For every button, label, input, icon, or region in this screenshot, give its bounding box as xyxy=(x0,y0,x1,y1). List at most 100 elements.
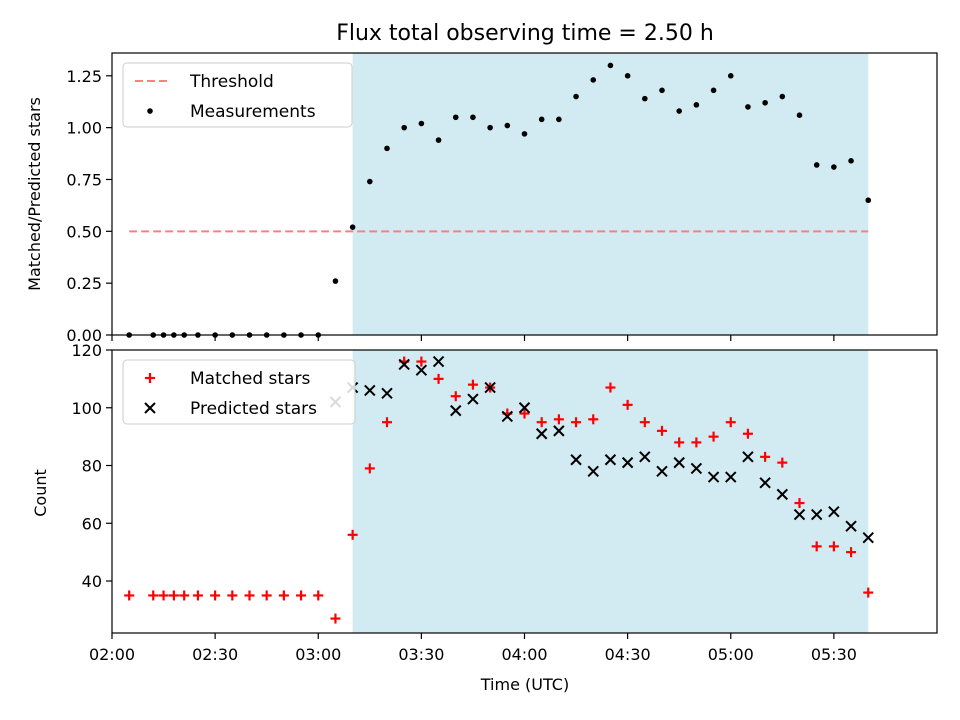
data-point xyxy=(725,471,737,483)
data-point xyxy=(760,451,771,462)
x-tick-label: 04:00 xyxy=(501,645,547,664)
bottom-y-axis-label: Count xyxy=(31,469,50,517)
data-point xyxy=(553,414,564,425)
data-point xyxy=(571,417,582,428)
data-point xyxy=(793,508,806,521)
data-point xyxy=(862,531,874,544)
y-tick-label: 100 xyxy=(71,399,102,418)
y-tick-label: 0.00 xyxy=(66,326,102,345)
observing-window-band xyxy=(352,350,869,633)
data-point xyxy=(590,77,597,83)
data-point xyxy=(848,158,854,164)
data-point xyxy=(639,417,650,428)
data-point xyxy=(227,590,238,601)
data-point xyxy=(467,393,479,405)
x-axis-label: Time (UTC) xyxy=(480,675,569,694)
data-point xyxy=(846,547,857,558)
data-point xyxy=(587,465,599,477)
series-measurements xyxy=(126,62,872,338)
y-tick-label: 120 xyxy=(71,341,102,360)
data-point xyxy=(845,520,857,532)
data-point xyxy=(501,410,514,423)
plot-frame xyxy=(111,52,938,336)
data-point xyxy=(349,224,356,230)
data-point xyxy=(639,451,651,463)
data-point xyxy=(605,382,616,393)
data-point xyxy=(556,116,562,123)
data-point xyxy=(168,590,179,601)
data-point xyxy=(450,404,462,417)
data-point xyxy=(779,93,786,100)
data-point xyxy=(828,541,839,552)
data-point xyxy=(364,463,375,474)
data-point xyxy=(158,590,169,601)
data-point xyxy=(367,178,373,185)
top-y-axis-label: Matched/Predicted stars xyxy=(25,97,44,291)
x-tick-label: 05:30 xyxy=(811,645,857,664)
y-tick-label: 0.50 xyxy=(66,222,102,241)
data-point xyxy=(588,414,599,425)
legend-label: Measurements xyxy=(190,102,316,122)
data-point xyxy=(673,456,685,469)
data-point xyxy=(416,356,427,367)
data-point xyxy=(538,116,545,123)
data-point xyxy=(210,590,221,601)
data-point xyxy=(330,613,341,624)
legend: Threshold Measurements xyxy=(122,62,353,128)
data-point xyxy=(759,477,771,489)
data-point xyxy=(811,541,822,552)
y-tick-label: 1.00 xyxy=(66,119,102,138)
data-point xyxy=(776,488,789,501)
data-point xyxy=(621,456,634,469)
data-point xyxy=(504,122,511,129)
data-point xyxy=(381,387,393,400)
data-point xyxy=(398,358,410,371)
data-point xyxy=(777,457,788,468)
x-tick-label: 02:00 xyxy=(89,645,135,664)
data-point xyxy=(727,73,734,79)
data-point xyxy=(693,102,700,108)
data-point xyxy=(863,587,874,598)
legend: Matched stars Predicted stars xyxy=(122,359,356,425)
plot-frame xyxy=(111,349,938,634)
star-count-panel: 40 60 80 100 120 02:00 02:30 03:00 03:30 04:00 04:… xyxy=(71,341,938,664)
y-tick-label: 0.25 xyxy=(66,274,102,293)
data-point xyxy=(745,104,751,110)
data-point xyxy=(521,131,528,137)
data-point xyxy=(433,373,444,384)
data-point xyxy=(657,425,667,436)
data-point xyxy=(435,137,442,143)
data-point xyxy=(674,437,685,448)
data-point xyxy=(536,417,547,428)
data-point xyxy=(796,112,803,119)
data-point xyxy=(470,114,476,121)
y-tick-label: 1.25 xyxy=(66,67,102,86)
legend-box xyxy=(122,62,353,128)
data-point xyxy=(794,498,805,509)
data-point xyxy=(624,73,631,79)
data-point xyxy=(810,508,823,521)
legend-swatch xyxy=(144,402,156,414)
data-point xyxy=(450,391,461,402)
data-point xyxy=(607,62,614,69)
data-point xyxy=(708,431,719,442)
x-tick-label: 03:00 xyxy=(295,645,341,664)
data-point xyxy=(384,145,390,152)
data-point xyxy=(656,465,668,477)
y-tick-label: 80 xyxy=(82,457,102,476)
legend-box xyxy=(122,359,356,425)
data-point xyxy=(418,120,425,127)
data-point xyxy=(192,590,203,601)
data-point xyxy=(401,124,407,131)
data-point xyxy=(518,402,531,414)
data-point xyxy=(332,278,339,284)
legend-label: Predicted stars xyxy=(190,399,317,419)
data-point xyxy=(691,437,702,448)
chart-title: Flux total observing time = 2.50 h xyxy=(336,21,714,46)
data-point xyxy=(831,164,837,170)
x-tick-label: 03:30 xyxy=(398,645,444,664)
data-point xyxy=(148,590,159,601)
data-point xyxy=(382,417,392,428)
legend-label: Threshold xyxy=(189,72,274,92)
